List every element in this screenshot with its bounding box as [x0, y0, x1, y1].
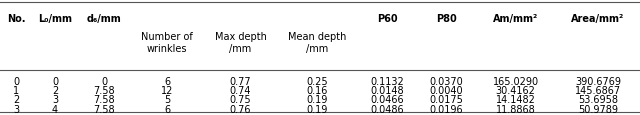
Text: 30.4162: 30.4162	[496, 85, 536, 95]
Text: Area/mm²: Area/mm²	[572, 13, 625, 23]
Text: 5: 5	[164, 95, 170, 104]
Text: 0.19: 0.19	[307, 104, 328, 114]
Text: 0.0196: 0.0196	[429, 104, 463, 114]
Text: 0.0466: 0.0466	[371, 95, 404, 104]
Text: Max depth
/mm: Max depth /mm	[214, 31, 266, 54]
Text: 0.16: 0.16	[307, 85, 328, 95]
Text: 0.76: 0.76	[230, 104, 252, 114]
Text: 53.6958: 53.6958	[578, 95, 618, 104]
Text: 0.74: 0.74	[230, 85, 252, 95]
Text: 2: 2	[52, 85, 58, 95]
Text: 11.8868: 11.8868	[496, 104, 536, 114]
Text: Number of
wrinkles: Number of wrinkles	[141, 31, 193, 54]
Text: No.: No.	[7, 13, 26, 23]
Text: 7.58: 7.58	[93, 104, 115, 114]
Text: L₀/mm: L₀/mm	[38, 13, 72, 23]
Text: P80: P80	[436, 13, 457, 23]
Text: 7.58: 7.58	[93, 85, 115, 95]
Text: 0: 0	[101, 76, 107, 86]
Text: 3: 3	[52, 95, 58, 104]
Text: 0.0370: 0.0370	[429, 76, 463, 86]
Text: 1: 1	[13, 85, 19, 95]
Text: 0.25: 0.25	[307, 76, 328, 86]
Text: 6: 6	[164, 76, 170, 86]
Text: d₆/mm: d₆/mm	[86, 13, 122, 23]
Text: Am/mm²: Am/mm²	[493, 13, 538, 23]
Text: Mean depth
/mm: Mean depth /mm	[289, 31, 347, 54]
Text: 390.6769: 390.6769	[575, 76, 621, 86]
Text: 0: 0	[52, 76, 58, 86]
Text: 14.1482: 14.1482	[496, 95, 536, 104]
Text: 0.1132: 0.1132	[371, 76, 404, 86]
Text: 165.0290: 165.0290	[493, 76, 539, 86]
Text: 3: 3	[13, 104, 19, 114]
Text: 0.77: 0.77	[230, 76, 252, 86]
Text: 4: 4	[52, 104, 58, 114]
Text: 7.58: 7.58	[93, 95, 115, 104]
Text: 6: 6	[164, 104, 170, 114]
Text: 12: 12	[161, 85, 173, 95]
Text: 2: 2	[13, 95, 19, 104]
Text: P60: P60	[377, 13, 398, 23]
Text: 0.75: 0.75	[230, 95, 252, 104]
Text: 0.0148: 0.0148	[371, 85, 404, 95]
Text: 0.0175: 0.0175	[429, 95, 463, 104]
Text: 0: 0	[13, 76, 19, 86]
Text: 145.6867: 145.6867	[575, 85, 621, 95]
Text: 0.0040: 0.0040	[429, 85, 463, 95]
Text: 0.19: 0.19	[307, 95, 328, 104]
Text: 50.9789: 50.9789	[578, 104, 618, 114]
Text: 0.0486: 0.0486	[371, 104, 404, 114]
